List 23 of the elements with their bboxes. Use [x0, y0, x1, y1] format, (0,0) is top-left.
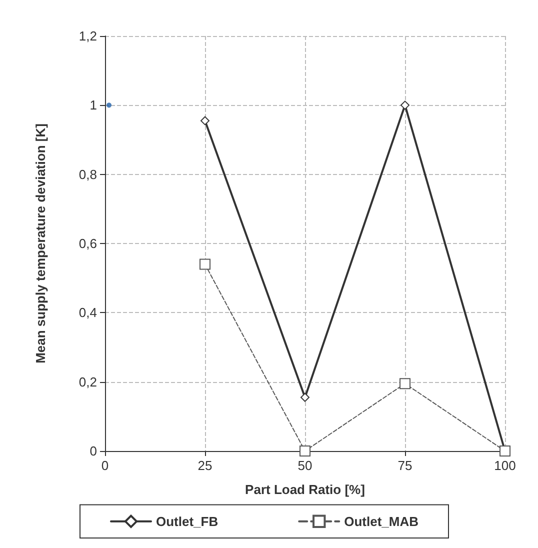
- y-axis-title: Mean supply temperature deviation [K]: [33, 124, 48, 364]
- x-tick-label: 75: [398, 458, 412, 473]
- y-tick-label: 0,6: [78, 236, 97, 251]
- legend-label: Outlet_FB: [156, 514, 218, 529]
- point: [300, 446, 310, 456]
- y-tick-label: 0,2: [78, 374, 97, 390]
- point: [300, 392, 310, 402]
- x-tick-label: 0: [101, 458, 109, 473]
- x-axis-title: Part Load Ratio [%]: [245, 482, 365, 497]
- x-tick-label: 25: [198, 458, 212, 473]
- y-tick-label: 0,4: [78, 305, 97, 320]
- y-tick-label: 0,8: [78, 166, 97, 182]
- point: [400, 378, 410, 390]
- y-tick-label: 1,2: [78, 28, 97, 44]
- point: [200, 116, 210, 126]
- x-tick-label: 100: [494, 458, 516, 473]
- legend-label: Outlet_MAB: [344, 514, 418, 529]
- point: [200, 258, 210, 270]
- y-tick-label: 0: [90, 444, 97, 458]
- point: [106, 102, 112, 108]
- x-tick-label: 50: [298, 458, 312, 473]
- point: [400, 100, 410, 110]
- y-tick-label: 1: [90, 98, 97, 113]
